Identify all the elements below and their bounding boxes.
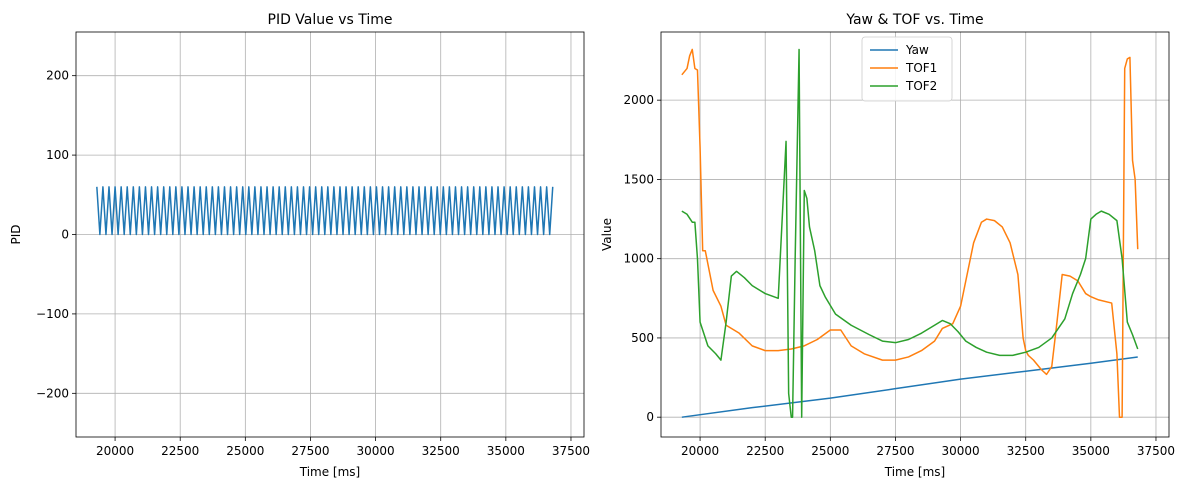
yaw-tof-chart-xtick-label: 30000 [941, 444, 979, 458]
yaw-tof-chart-ytick-label: 0 [646, 410, 654, 424]
pid-chart-series [96, 186, 554, 236]
yaw-tof-chart-ticks: 20000 22500 25000 27500 30000 32500 35000 37500… [623, 93, 1175, 458]
pid-line [96, 186, 554, 236]
pid-chart-plot-area [75, 31, 585, 438]
yaw-tof-chart-xtick-label: 25000 [811, 444, 849, 458]
yaw-tof-chart-title: Yaw & TOF vs. Time [845, 12, 983, 28]
yaw-tof-chart-xtick-label: 37500 [1137, 444, 1175, 458]
yaw-tof-chart-ytick-label: 2000 [623, 93, 654, 107]
legend-label-tof1: TOF1 [905, 61, 937, 75]
yaw-line [681, 356, 1138, 418]
legend-label-yaw: Yaw [905, 43, 929, 57]
pid-chart-ylabel: PID [9, 224, 23, 244]
yaw-tof-chart-series [681, 48, 1139, 418]
yaw-tof-chart-xlabel: Time [ms] [884, 465, 946, 479]
tof1-line [681, 48, 1139, 418]
pid-chart-ytick-label: 0 [61, 228, 69, 242]
pid-chart-xtick-label: 35000 [487, 444, 525, 458]
pid-chart-xtick-label: 25000 [226, 444, 264, 458]
pid-chart-xtick-label: 30000 [356, 444, 394, 458]
legend-label-tof2: TOF2 [905, 79, 937, 93]
yaw-tof-chart-xtick-label: 35000 [1072, 444, 1110, 458]
pid-chart-ytick-label: 200 [46, 69, 69, 83]
pid-chart-xtick-label: 32500 [422, 444, 460, 458]
yaw-tof-chart-xtick-label: 32500 [1007, 444, 1045, 458]
yaw-tof-chart-ytick-label: 500 [631, 331, 654, 345]
pid-chart-ticks: 20000 22500 25000 27500 30000 32500 35000 37500… [36, 69, 590, 458]
yaw-tof-chart-ytick-label: 1500 [623, 172, 654, 186]
pid-chart-ytick-label: −200 [36, 386, 69, 400]
pid-chart: PID Value vs Time Time [ms] PID 20000 225… [9, 12, 590, 479]
pid-chart-xtick-label: 27500 [291, 444, 329, 458]
pid-chart-xtick-label: 22500 [161, 444, 199, 458]
pid-chart-ytick-label: 100 [46, 148, 69, 162]
pid-chart-title: PID Value vs Time [268, 12, 393, 28]
pid-chart-xlabel: Time [ms] [299, 465, 361, 479]
legend-box [861, 36, 953, 102]
yaw-tof-chart-xtick-label: 22500 [746, 444, 784, 458]
yaw-tof-chart-legend: Yaw TOF1 TOF2 [861, 36, 953, 102]
pid-chart-xtick-label: 20000 [96, 444, 134, 458]
yaw-tof-chart: Yaw & TOF vs. Time Time [ms] Value 20000… [600, 12, 1175, 479]
yaw-tof-chart-xtick-label: 27500 [876, 444, 914, 458]
pid-chart-ytick-label: −100 [36, 307, 69, 321]
yaw-tof-chart-xtick-label: 20000 [681, 444, 719, 458]
tof2-line [681, 48, 1139, 418]
yaw-tof-chart-plot-area [660, 31, 1170, 438]
yaw-tof-chart-ytick-label: 1000 [623, 252, 654, 266]
yaw-tof-chart-ylabel: Value [600, 218, 614, 251]
pid-chart-xtick-label: 37500 [552, 444, 590, 458]
